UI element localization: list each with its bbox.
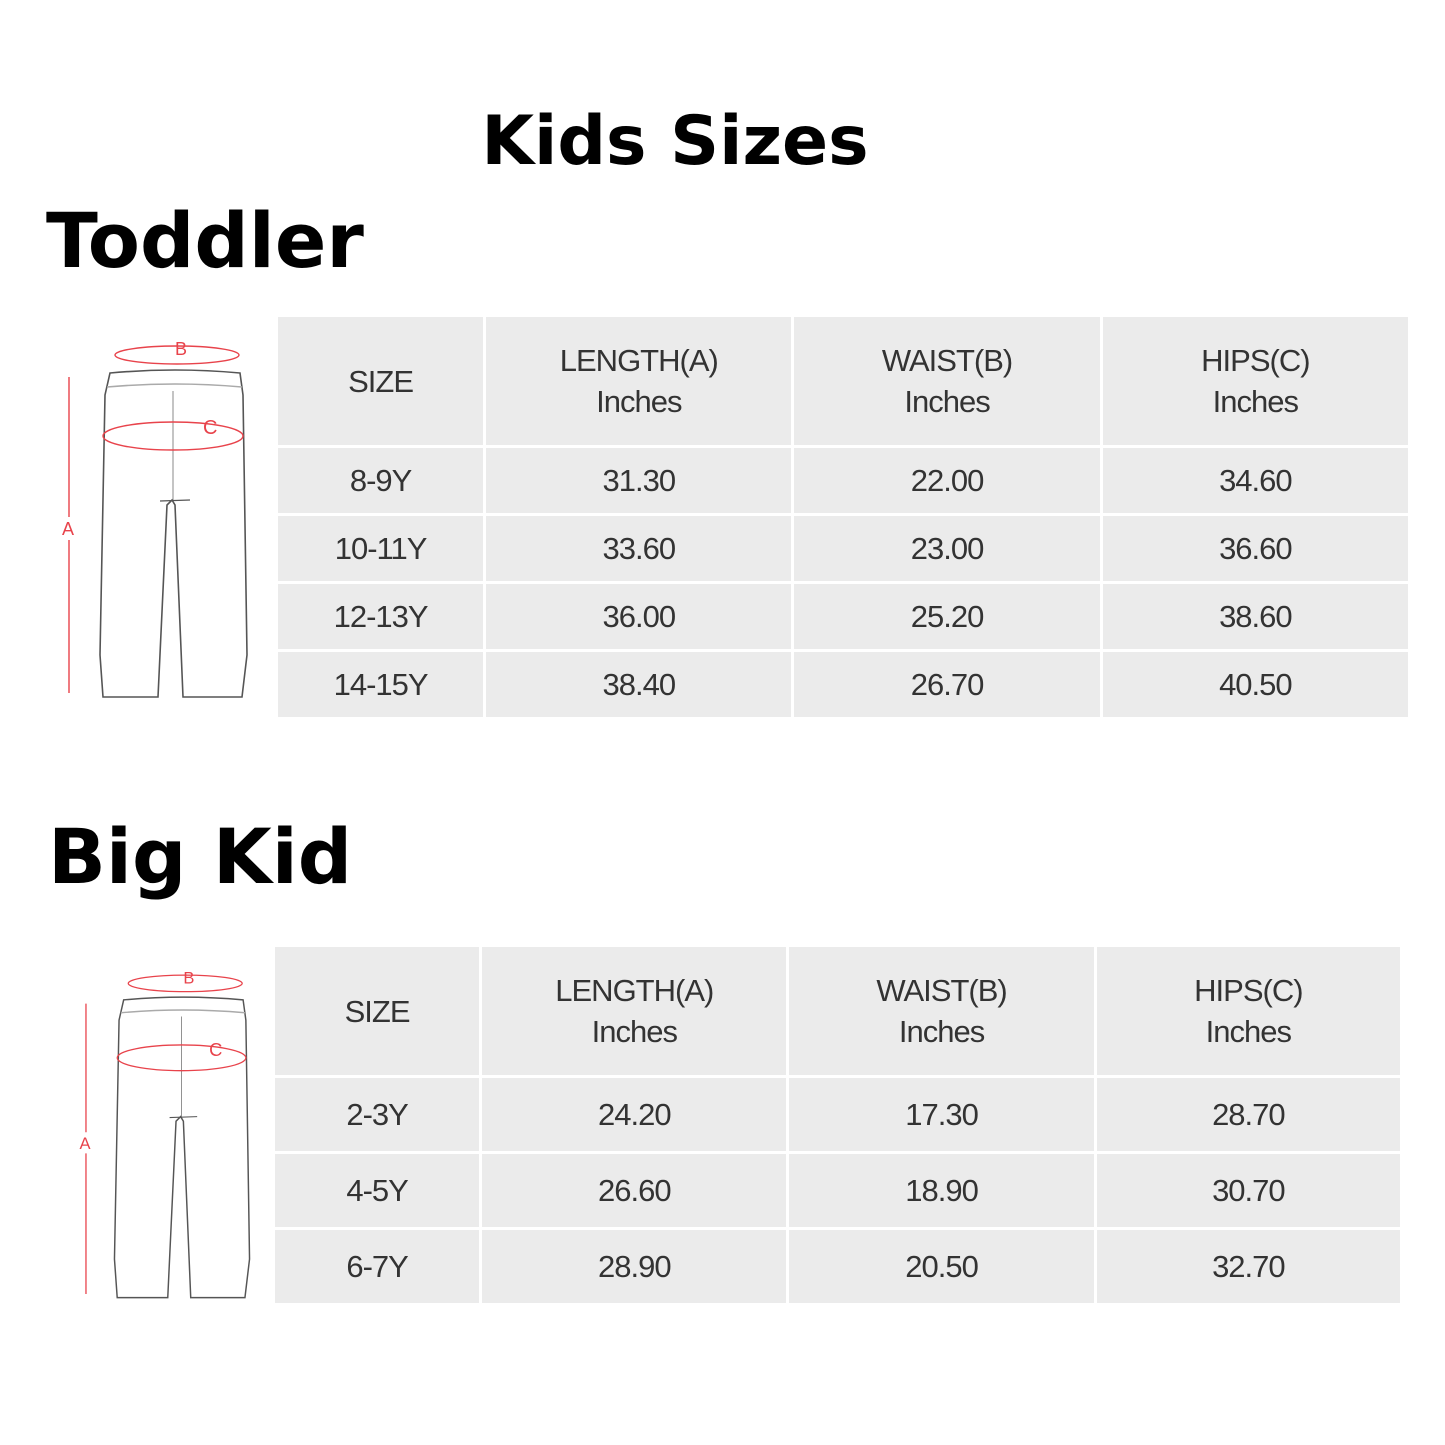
column-header: HIPS(C) Inches xyxy=(1099,314,1412,448)
header-line1: SIZE xyxy=(348,363,414,399)
column-header: WAIST(B) Inches xyxy=(791,314,1103,448)
measurement-cell: 34.60 xyxy=(1099,445,1412,516)
page-title: Kids Sizes xyxy=(481,102,869,181)
header-row: SIZE LENGTH(A) Inches WAIST(B) Inches HIPS(C)… xyxy=(274,314,1412,448)
measurement-cell: 33.60 xyxy=(483,513,795,584)
header-line1: HIPS(C) xyxy=(1194,973,1303,1008)
measurement-cell: 28.70 xyxy=(1093,1075,1404,1154)
label-b: B xyxy=(183,968,194,987)
label-c: C xyxy=(203,417,217,439)
table-row: 2-3Y 24.20 17.30 28.70 xyxy=(271,1075,1404,1154)
header-line2: Inches xyxy=(904,384,990,419)
big-kid-heading: Big Kid xyxy=(48,812,353,901)
header-line1: LENGTH(A) xyxy=(555,973,714,1008)
table-row: 6-7Y 28.90 20.50 32.70 xyxy=(271,1227,1404,1306)
table-row: 8-9Y 31.30 22.00 34.60 xyxy=(274,445,1412,516)
pants-measurement-diagram: B C A xyxy=(80,968,251,1299)
measurement-cell: 17.30 xyxy=(786,1075,1097,1154)
column-header: LENGTH(A) Inches xyxy=(483,314,795,448)
measurement-cell: 36.00 xyxy=(483,581,795,652)
size-cell: 4-5Y xyxy=(271,1151,483,1230)
big-kid-size-table: SIZE LENGTH(A) Inches WAIST(B) Inches HIPS(C)… xyxy=(271,944,1404,1306)
measurement-cell: 26.60 xyxy=(479,1151,790,1230)
measurement-cell: 26.70 xyxy=(791,649,1103,720)
toddler-heading: Toddler xyxy=(46,196,364,285)
header-line2: Inches xyxy=(1205,1014,1292,1049)
header-line1: HIPS(C) xyxy=(1201,343,1310,378)
column-header: SIZE xyxy=(271,944,483,1078)
size-cell: 14-15Y xyxy=(274,649,487,720)
measurement-cell: 22.00 xyxy=(791,445,1103,516)
measurement-cell: 36.60 xyxy=(1099,513,1412,584)
measurement-cell: 38.60 xyxy=(1099,581,1412,652)
header-line2: Inches xyxy=(898,1014,985,1049)
column-header: WAIST(B) Inches xyxy=(786,944,1097,1078)
header-line1: WAIST(B) xyxy=(881,343,1013,378)
measurement-lines xyxy=(68,345,244,693)
measurement-cell: 24.20 xyxy=(479,1075,790,1154)
header-line1: SIZE xyxy=(344,993,411,1029)
label-b: B xyxy=(175,339,187,359)
measurement-cell: 38.40 xyxy=(483,649,795,720)
table-row: 10-11Y 33.60 23.00 36.60 xyxy=(274,513,1412,584)
toddler-size-table: SIZE LENGTH(A) Inches WAIST(B) Inches HIPS(C)… xyxy=(274,314,1412,720)
measurement-cell: 32.70 xyxy=(1093,1227,1404,1306)
size-cell: 12-13Y xyxy=(274,581,487,652)
size-cell: 6-7Y xyxy=(271,1227,483,1306)
measurement-cell: 20.50 xyxy=(786,1227,1097,1306)
label-a: A xyxy=(62,519,74,539)
label-c: C xyxy=(209,1039,222,1060)
size-cell: 10-11Y xyxy=(274,513,487,584)
header-row: SIZE LENGTH(A) Inches WAIST(B) Inches HIPS(C)… xyxy=(271,944,1404,1078)
header-line1: WAIST(B) xyxy=(876,973,1007,1008)
measurement-cell: 40.50 xyxy=(1099,649,1412,720)
column-header: SIZE xyxy=(274,314,487,448)
header-line2: Inches xyxy=(596,384,682,419)
measurement-cell: 18.90 xyxy=(786,1151,1097,1230)
column-header: HIPS(C) Inches xyxy=(1093,944,1404,1078)
measurement-cell: 28.90 xyxy=(479,1227,790,1306)
pants-measurement-diagram: B C A xyxy=(62,339,248,698)
table-row: 14-15Y 38.40 26.70 40.50 xyxy=(274,649,1412,720)
label-a: A xyxy=(80,1134,91,1153)
header-line1: LENGTH(A) xyxy=(559,343,719,378)
header-line2: Inches xyxy=(1212,384,1299,419)
measurement-cell: 30.70 xyxy=(1093,1151,1404,1230)
measurement-cell: 31.30 xyxy=(483,445,795,516)
table-row: 12-13Y 36.00 25.20 38.60 xyxy=(274,581,1412,652)
measurement-lines xyxy=(85,974,247,1294)
pants-outline-icon xyxy=(99,369,248,698)
table-row: 4-5Y 26.60 18.90 30.70 xyxy=(271,1151,1404,1230)
column-header: LENGTH(A) Inches xyxy=(479,944,790,1078)
measurement-cell: 25.20 xyxy=(791,581,1103,652)
size-cell: 2-3Y xyxy=(271,1075,483,1154)
pants-outline-icon xyxy=(113,996,251,1299)
header-line2: Inches xyxy=(591,1014,678,1049)
size-cell: 8-9Y xyxy=(274,445,487,516)
measurement-cell: 23.00 xyxy=(791,513,1103,584)
